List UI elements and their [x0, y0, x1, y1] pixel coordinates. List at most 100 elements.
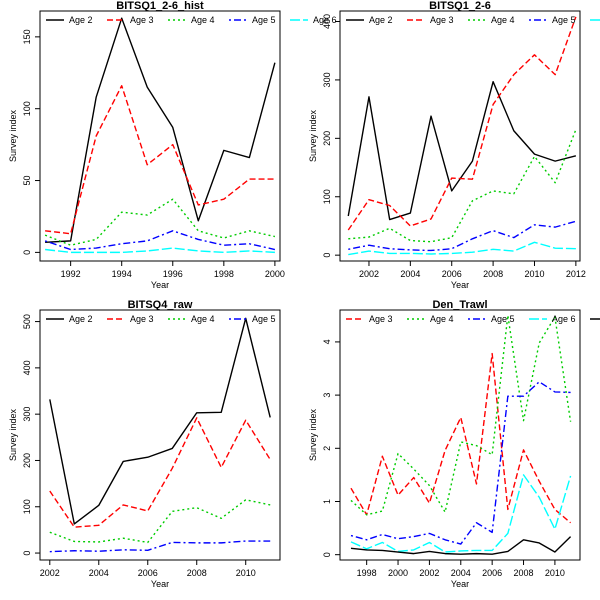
y-tick-label-2: 2: [322, 446, 332, 451]
series-line-age-5: [44, 230, 276, 251]
series-line-age-2: [347, 80, 577, 221]
legend-label-age-5: Age 5: [552, 15, 576, 25]
chart-panel-4: Den_Trawl 1998 2000 2002 2004 2006 2008 2010 0 1 2…: [308, 299, 600, 589]
series-line-age-4: [49, 499, 271, 544]
legend-label-age-2: Age 2: [69, 314, 93, 324]
y-axis-label: Survey index: [308, 109, 318, 162]
y-tick-label-50: 50: [22, 176, 32, 186]
x-tick-label-2004: 2004: [451, 568, 471, 578]
x-tick-label-2008: 2008: [187, 568, 207, 578]
y-axis-label: Survey index: [8, 408, 18, 461]
x-tick-label-2004: 2004: [400, 269, 420, 279]
x-tick-label-2006: 2006: [442, 269, 462, 279]
chart-panel-3: BITSQ4_raw 2002 2004 2006 2008 2010 0 100 200 300…: [8, 299, 281, 589]
y-tick-label-400: 400: [322, 14, 332, 29]
x-tick-label-2010: 2010: [545, 568, 565, 578]
x-tick-label-2006: 2006: [482, 568, 502, 578]
legend-label-age-3: Age 3: [369, 314, 393, 324]
x-tick-label-1996: 1996: [163, 269, 183, 279]
x-tick-label-1998: 1998: [214, 269, 234, 279]
legend: Age 2 Age 3 Age 4 Age 5 Age 6: [46, 15, 337, 25]
plot-frame: [339, 309, 581, 561]
chart-title: BITSQ1_2-6_hist: [116, 0, 204, 12]
chart-title: Den_Trawl: [432, 299, 487, 311]
legend-label-age-5: Age 5: [491, 314, 515, 324]
chart-title: BITSQ1_2-6: [429, 0, 491, 12]
legend-label-age-3: Age 3: [130, 314, 154, 324]
x-tick-label-2002: 2002: [359, 269, 379, 279]
y-tick-label-1: 1: [322, 499, 332, 504]
y-tick-label-150: 150: [22, 29, 32, 44]
series-line-age-6: [350, 474, 572, 553]
series-line-age-5: [350, 381, 571, 545]
y-tick-label-0: 0: [322, 253, 332, 258]
x-tick-label-2012: 2012: [566, 269, 586, 279]
series-line-age-3: [347, 16, 577, 231]
legend-label-age-4: Age 4: [430, 314, 454, 324]
series-line-age-3: [350, 352, 572, 524]
x-tick-label-2008: 2008: [514, 568, 534, 578]
x-axis-label: Year: [151, 579, 169, 589]
y-axis-label: Survey index: [8, 109, 18, 162]
x-tick-label-2000: 2000: [388, 568, 408, 578]
x-tick-label-2010: 2010: [236, 568, 256, 578]
legend-label-age-6: Age 6: [313, 15, 337, 25]
x-tick-label-2008: 2008: [483, 269, 503, 279]
x-axis-label: Year: [151, 280, 169, 290]
series-line-age-5: [348, 220, 577, 252]
legend: Age 2 Age 3 Age 4 Age 5: [46, 314, 276, 324]
y-tick-label-3: 3: [322, 393, 332, 398]
series-line-age-3: [45, 85, 275, 235]
series-line-age-4: [350, 314, 572, 516]
series-line-age-4: [44, 198, 276, 246]
y-tick-label-400: 400: [22, 360, 32, 375]
x-tick-label-2006: 2006: [138, 568, 158, 578]
x-tick-label-2010: 2010: [524, 269, 544, 279]
x-tick-label-2004: 2004: [89, 568, 109, 578]
legend-label-age-2: Age 2: [69, 15, 93, 25]
y-tick-label-500: 500: [22, 314, 32, 329]
series-line-age-3: [49, 417, 271, 528]
y-tick-label-200: 200: [22, 453, 32, 468]
legend-label-age-6: Age 6: [552, 314, 576, 324]
y-tick-label-4: 4: [322, 339, 332, 344]
legend-label-age-4: Age 4: [191, 314, 215, 324]
legend-label-age-3: Age 3: [130, 15, 154, 25]
x-axis-label: Year: [451, 579, 469, 589]
series-line-age-2: [45, 17, 276, 244]
x-tick-label-1992: 1992: [61, 269, 81, 279]
legend-label-age-4: Age 4: [191, 15, 215, 25]
series-line-age-4: [348, 129, 577, 243]
series-line-age-7: [350, 536, 572, 555]
legend-label-age-2: Age 2: [369, 15, 393, 25]
y-tick-label-0: 0: [322, 552, 332, 557]
y-tick-label-100: 100: [322, 189, 332, 204]
y-tick-label-200: 200: [322, 131, 332, 146]
chart-panel-2: BITSQ1_2-6 2002 2004 2006 2008 2010 2012 0 100 20…: [308, 0, 600, 290]
y-tick-label-300: 300: [22, 407, 32, 422]
legend-label-age-3: Age 3: [430, 15, 454, 25]
y-axis-label: Survey index: [308, 408, 318, 461]
legend-label-age-4: Age 4: [491, 15, 515, 25]
x-tick-label-2000: 2000: [265, 269, 285, 279]
series-line-age-2: [49, 317, 271, 525]
x-axis-label: Year: [451, 280, 469, 290]
plot-frame: [39, 309, 281, 561]
chart-title: BITSQ4_raw: [128, 299, 193, 311]
y-tick-label-300: 300: [322, 72, 332, 87]
legend-label-age-5: Age 5: [252, 15, 276, 25]
y-tick-label-0: 0: [22, 250, 32, 255]
x-tick-label-1998: 1998: [357, 568, 377, 578]
plot-frame: [339, 10, 581, 262]
x-tick-label-1994: 1994: [112, 269, 132, 279]
plot-frame: [39, 10, 281, 262]
legend-label-age-5: Age 5: [252, 314, 276, 324]
y-tick-label-100: 100: [22, 101, 32, 116]
x-tick-label-2002: 2002: [40, 568, 60, 578]
series-line-age-5: [49, 540, 271, 553]
x-tick-label-2002: 2002: [419, 568, 439, 578]
